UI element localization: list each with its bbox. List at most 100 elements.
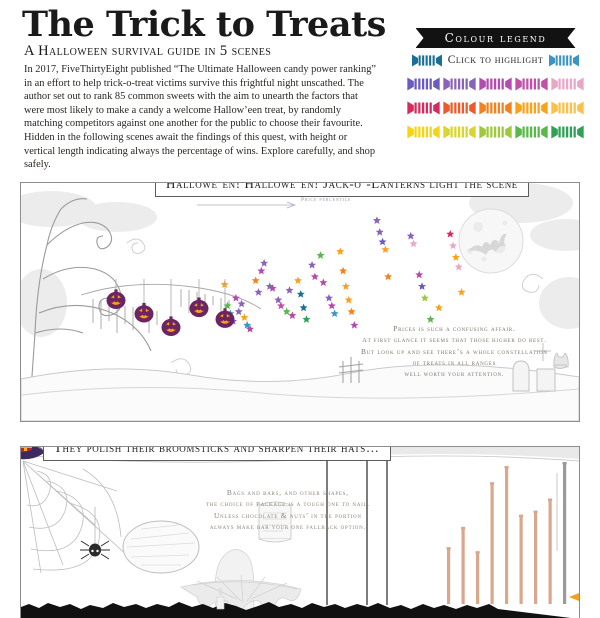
scene-2-panel: They polish their broomsticks and sharpe…: [20, 446, 580, 618]
legend-candy-e9a7c8[interactable]: [551, 77, 584, 91]
scatter-star[interactable]: [319, 278, 328, 286]
scatter-star[interactable]: [234, 307, 243, 316]
legend-candy-9ec93c[interactable]: [479, 125, 512, 139]
scatter-star[interactable]: [341, 282, 350, 290]
legend-candy-blue[interactable]: [549, 54, 580, 67]
scatter-star[interactable]: [310, 272, 319, 281]
annotation-line: Prices is such a confusing affair.: [393, 324, 516, 333]
jack-o-lantern[interactable]: [161, 279, 181, 336]
scatter-star[interactable]: [451, 253, 460, 261]
legend-candy-f9a21b[interactable]: [515, 101, 548, 115]
scatter-star[interactable]: [381, 245, 390, 254]
legend-candy-teal[interactable]: [411, 54, 442, 67]
jack-o-lantern[interactable]: [189, 279, 209, 318]
scatter-star[interactable]: [339, 266, 348, 275]
scatter-star[interactable]: [285, 286, 294, 294]
broomstick-bar[interactable]: [548, 498, 553, 604]
scatter-star[interactable]: [409, 239, 418, 248]
legend-candy-2fa055[interactable]: [551, 125, 584, 139]
legend-candy-6b5bc0[interactable]: [407, 77, 440, 91]
scatter-star[interactable]: [420, 293, 429, 302]
broomstick-bar[interactable]: [533, 510, 538, 604]
scatter-star[interactable]: [350, 321, 359, 329]
page-subtitle: A Halloween survival guide in 5 scenes: [24, 43, 272, 59]
scene-1-scatter-plot[interactable]: [21, 183, 579, 421]
scene-1-annotation: Prices is such a confusing affair. At fir…: [361, 323, 548, 381]
broomstick-bar[interactable]: [475, 551, 480, 604]
legend-candy-c050a8[interactable]: [515, 77, 548, 91]
legend-candy-fbbf4a[interactable]: [551, 101, 584, 115]
annotation-line: Bags and bars, and other shapes,: [226, 488, 349, 497]
legend-candy-8a63b8[interactable]: [443, 77, 476, 91]
witch-hat-other[interactable]: Other: [21, 447, 388, 605]
scatter-star[interactable]: [446, 229, 455, 238]
scatter-star[interactable]: [274, 295, 283, 304]
scatter-star[interactable]: [288, 311, 297, 319]
legend-candy-f4811f[interactable]: [479, 101, 512, 115]
legend-banner: Colour legend: [415, 28, 576, 48]
scatter-star[interactable]: [327, 301, 336, 310]
scatter-star[interactable]: [243, 321, 252, 329]
page-header: The Trick to Treats A Halloween survival…: [0, 0, 600, 172]
scatter-star[interactable]: [246, 324, 255, 333]
legend-candy-ee5b2a[interactable]: [443, 101, 476, 115]
scatter-star[interactable]: [324, 293, 333, 302]
scatter-star[interactable]: [454, 262, 463, 271]
scatter-star[interactable]: [449, 241, 458, 250]
scatter-star[interactable]: [240, 313, 249, 321]
scene-2-witch-hats[interactable]: BarBagOther: [21, 447, 579, 618]
jack-o-lantern[interactable]: [134, 279, 154, 323]
scatter-star[interactable]: [237, 299, 246, 308]
legend-candy-b44aae[interactable]: [479, 77, 512, 91]
scatter-star[interactable]: [372, 216, 381, 224]
jack-o-lantern[interactable]: [106, 279, 126, 309]
legend-candy-f5d416[interactable]: [407, 125, 440, 139]
scene-2-broomstick-bar-chart[interactable]: [21, 447, 579, 618]
scatter-star[interactable]: [260, 259, 269, 267]
scatter-star[interactable]: [418, 282, 427, 290]
scatter-star[interactable]: [426, 315, 435, 323]
scatter-star[interactable]: [406, 231, 415, 240]
scatter-star[interactable]: [302, 315, 311, 323]
scene-2-artwork: [21, 447, 579, 618]
scatter-star[interactable]: [277, 301, 286, 310]
legend-candy-5ab84a[interactable]: [515, 125, 548, 139]
scatter-star[interactable]: [308, 260, 317, 269]
annotation-line: always make bar your one fallback option…: [209, 523, 366, 531]
scatter-star[interactable]: [268, 284, 277, 292]
legend-click-label: Click to highlight: [447, 54, 544, 66]
scatter-star[interactable]: [251, 276, 260, 285]
scatter-star[interactable]: [384, 272, 393, 281]
scatter-star[interactable]: [299, 303, 308, 312]
broomstick-bar[interactable]: [446, 547, 451, 604]
scatter-star[interactable]: [296, 290, 305, 298]
intro-paragraph: In 2017, FiveThirtyEight published “The …: [24, 64, 377, 171]
scatter-star[interactable]: [293, 276, 302, 285]
broomstick-bar[interactable]: [461, 526, 466, 604]
scatter-star[interactable]: [257, 266, 266, 275]
broomstick-bar[interactable]: [490, 482, 495, 604]
scatter-star[interactable]: [282, 307, 291, 316]
scatter-star[interactable]: [415, 270, 424, 279]
scatter-star[interactable]: [223, 301, 232, 310]
scatter-star[interactable]: [330, 309, 339, 318]
scatter-star[interactable]: [347, 307, 356, 316]
scatter-star[interactable]: [434, 303, 443, 312]
jack-o-lantern[interactable]: [215, 279, 235, 328]
broomstick-bar[interactable]: [562, 462, 567, 604]
scatter-star[interactable]: [344, 295, 353, 304]
legend-candy-d9d430[interactable]: [443, 125, 476, 139]
annotation-line: of treats in all ranges: [412, 359, 497, 367]
broomstick-bar[interactable]: [504, 466, 509, 604]
scatter-star[interactable]: [231, 293, 240, 302]
scatter-star[interactable]: [316, 251, 325, 259]
scatter-star[interactable]: [336, 247, 345, 255]
broomstick-bar[interactable]: [519, 514, 524, 604]
scatter-star[interactable]: [378, 237, 387, 246]
legend-candy-d62b5c[interactable]: [407, 101, 440, 115]
scatter-star[interactable]: [457, 288, 466, 296]
scatter-star[interactable]: [375, 228, 384, 236]
jack-o-lantern-markers[interactable]: [21, 183, 579, 421]
page-title: The Trick to Treats: [22, 4, 386, 45]
scatter-star[interactable]: [254, 288, 263, 296]
